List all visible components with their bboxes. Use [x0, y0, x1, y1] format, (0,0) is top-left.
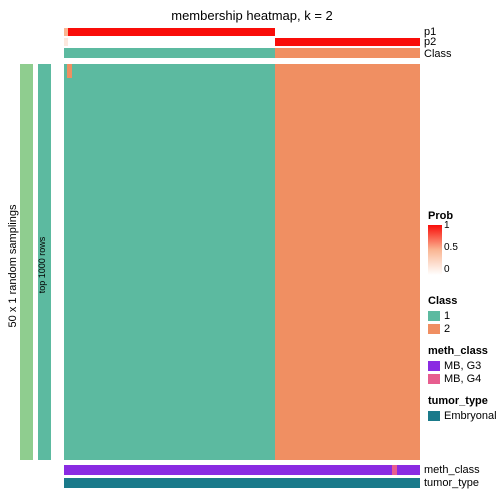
p1-annotation-row: [64, 28, 420, 36]
segment: [68, 38, 274, 46]
legend-label: 2: [444, 323, 450, 335]
legend-prob-tick: 1: [444, 221, 458, 243]
segment: [397, 465, 420, 475]
segment: [275, 48, 420, 58]
legend-prob: Prob 1 0.5 0: [428, 210, 502, 277]
legend-swatch: [428, 324, 440, 334]
legend-item: Embryonal: [428, 410, 502, 422]
segment: [68, 28, 274, 36]
legend-swatch: [428, 361, 440, 371]
heatmap-column: [68, 64, 274, 460]
legend-swatch: [428, 311, 440, 321]
sampling-row-bar: [20, 64, 33, 460]
legend-item: 2: [428, 323, 502, 335]
legend-class: Class 12: [428, 295, 502, 336]
legend-label: 1: [444, 310, 450, 322]
legend-class-title: Class: [428, 295, 502, 307]
segment: [275, 28, 420, 36]
tumor-type-label: tumor_type: [424, 477, 479, 489]
meth-class-annotation-row: [64, 465, 420, 475]
legend-label: MB, G4: [444, 373, 481, 385]
segment: [64, 465, 392, 475]
legend-prob-tick: 0: [444, 265, 458, 275]
heatmap-body: [64, 64, 420, 460]
legend-item: MB, G4: [428, 373, 502, 385]
legend-label: Embryonal: [444, 410, 497, 422]
legend-label: MB, G3: [444, 360, 481, 372]
segment: [275, 38, 420, 46]
p2-annotation-row: [64, 38, 420, 46]
class-label: Class: [424, 48, 452, 60]
segment: [64, 48, 275, 58]
legend-meth: meth_class MB, G3MB, G4: [428, 345, 502, 386]
legend-meth-title: meth_class: [428, 345, 502, 357]
legend-prob-ticks: 1 0.5 0: [444, 221, 458, 275]
chart-title: membership heatmap, k = 2: [0, 8, 504, 23]
legend-prob-title: Prob: [428, 210, 502, 222]
rows-row-label: top 1000 rows: [37, 205, 47, 325]
legend-tumor: tumor_type Embryonal: [428, 395, 502, 423]
legend-swatch: [428, 411, 440, 421]
tumor-type-annotation-row: [64, 478, 420, 488]
p2-label: p2: [424, 36, 436, 48]
legend-item: MB, G3: [428, 360, 502, 372]
legend-prob-tick: 0.5: [444, 243, 458, 265]
heatmap-column: [275, 64, 420, 460]
legend-item: 1: [428, 310, 502, 322]
legend-tumor-title: tumor_type: [428, 395, 502, 407]
heatmap-notch: [67, 64, 72, 78]
class-annotation-row: [64, 48, 420, 58]
sampling-row-label: 50 x 1 random samplings: [7, 181, 19, 351]
legend-swatch: [428, 374, 440, 384]
legend-prob-gradient: 1 0.5 0: [428, 225, 442, 275]
meth-class-label: meth_class: [424, 464, 480, 476]
